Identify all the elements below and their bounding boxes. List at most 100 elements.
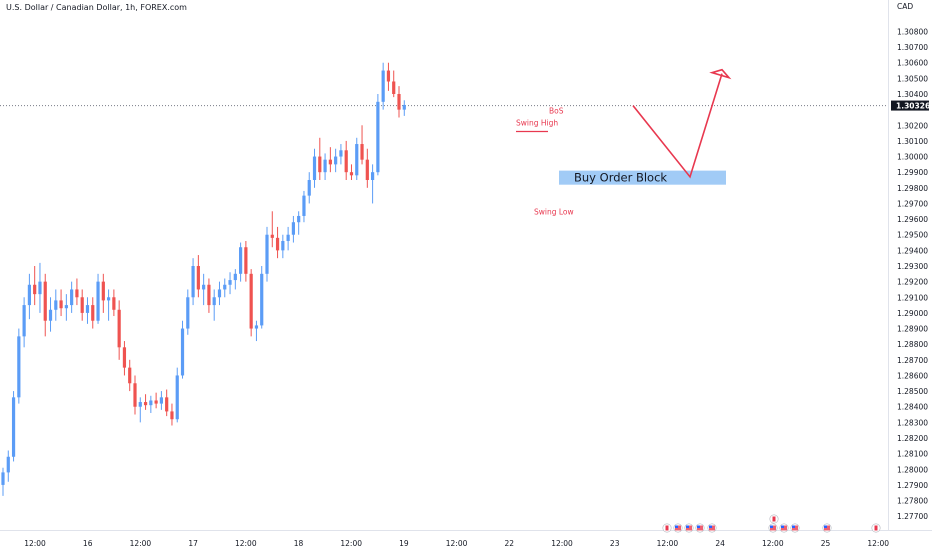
canton-icon (824, 525, 827, 528)
economic-events-row[interactable] (662, 514, 881, 533)
projection-arrow-icon (709, 68, 732, 80)
candle-body (371, 172, 375, 180)
candle (307, 172, 311, 204)
price-tick-label: 1.27900 (897, 481, 928, 490)
candle-body (249, 273, 253, 329)
time-tick-label: 23 (610, 539, 620, 548)
us-flag-icon[interactable] (707, 523, 717, 533)
candle-body (365, 159, 369, 180)
candle-body (386, 70, 391, 82)
candle-body (112, 297, 116, 310)
candle (207, 278, 211, 313)
candle-body (233, 273, 237, 281)
candle (191, 258, 195, 306)
candle-body (291, 222, 295, 235)
price-tick-label: 1.29000 (897, 309, 928, 318)
price-tick-label: 1.30600 (897, 59, 928, 68)
price-tick-label: 1.28200 (897, 434, 928, 443)
candle (265, 226, 269, 282)
projection-path[interactable] (632, 73, 723, 179)
candle-body (254, 325, 259, 329)
us-flag-icon[interactable] (822, 523, 832, 533)
price-tick-label: 1.28600 (897, 371, 928, 380)
candle-body (376, 101, 380, 173)
price-tick-label: 1.29700 (897, 199, 928, 208)
price-tick-label: 1.30400 (897, 90, 928, 99)
candle (17, 328, 21, 404)
price-tick-label: 1.27800 (897, 497, 928, 506)
candle-body (207, 284, 211, 306)
bos-label: BoS (549, 107, 564, 116)
candle (75, 278, 79, 306)
candle-body (339, 150, 343, 157)
candle-body (48, 309, 53, 321)
canada-flag-icon[interactable] (871, 523, 881, 533)
candle (22, 297, 26, 348)
candle-body (260, 273, 264, 326)
candle (43, 273, 47, 337)
canton-icon (675, 525, 678, 528)
time-tick-label: 17 (188, 539, 198, 548)
candle-body (33, 284, 37, 295)
time-tick-label: 18 (294, 539, 304, 548)
candle (291, 215, 295, 243)
candle (349, 164, 354, 180)
us-flag-icon[interactable] (779, 523, 789, 533)
time-tick-label: 12:00 (446, 539, 468, 548)
us-flag-icon[interactable] (790, 523, 800, 533)
price-tick-label: 1.29900 (897, 168, 928, 177)
candle-body (265, 234, 269, 274)
buy-order-block-zone[interactable] (559, 170, 726, 185)
candle (275, 226, 280, 259)
us-flag-icon[interactable] (673, 523, 683, 533)
candle (381, 62, 385, 110)
candle-body (96, 281, 100, 321)
candle-body (170, 411, 174, 420)
candle-body (54, 300, 58, 310)
candle-body (281, 240, 285, 251)
time-tick-label: 12:00 (340, 539, 362, 548)
candle (143, 394, 148, 410)
canada-flag-icon[interactable] (662, 523, 672, 533)
candle (239, 242, 243, 282)
candle (149, 395, 153, 413)
candle (96, 273, 100, 324)
canada-flag-icon[interactable] (769, 514, 779, 524)
candle-body (334, 156, 338, 165)
candle (70, 281, 74, 313)
candle-body (239, 247, 243, 274)
time-tick-label: 12:00 (762, 539, 784, 548)
candle-body (328, 159, 332, 165)
candle (323, 153, 327, 180)
price-tick-label: 1.28900 (897, 325, 928, 334)
price-axis[interactable]: 1.30800 1.30700 1.30600 1.30500 1.30400 1.302… (897, 27, 928, 521)
price-tick-label: 1.28100 (897, 450, 928, 459)
canton-icon (770, 525, 773, 528)
price-tick-label: 1.30700 (897, 43, 928, 52)
candle (318, 137, 322, 180)
canton-icon (686, 525, 689, 528)
candle (107, 289, 111, 321)
time-tick-label: 12:00 (130, 539, 152, 548)
candle (355, 137, 359, 180)
time-tick-label: 24 (715, 539, 725, 548)
candle (297, 211, 301, 235)
candle-body (143, 402, 148, 406)
candle (281, 234, 285, 259)
candle-body (355, 144, 359, 176)
candle (328, 147, 332, 173)
candle (165, 389, 169, 417)
us-flag-icon[interactable] (768, 523, 778, 533)
candle (244, 240, 248, 282)
candle-body (202, 284, 206, 290)
price-tick-label: 1.29100 (897, 293, 928, 302)
candle-body (397, 94, 401, 110)
us-flag-icon[interactable] (695, 523, 705, 533)
time-axis[interactable]: 12:00 16 12:00 17 12:00 18 12:00 19 12:00 22 12:00… (24, 539, 889, 548)
us-flag-icon[interactable] (684, 523, 694, 533)
candle-body (80, 297, 84, 313)
candle-body (1, 472, 5, 485)
candle-body (22, 305, 26, 337)
candle (54, 289, 58, 321)
